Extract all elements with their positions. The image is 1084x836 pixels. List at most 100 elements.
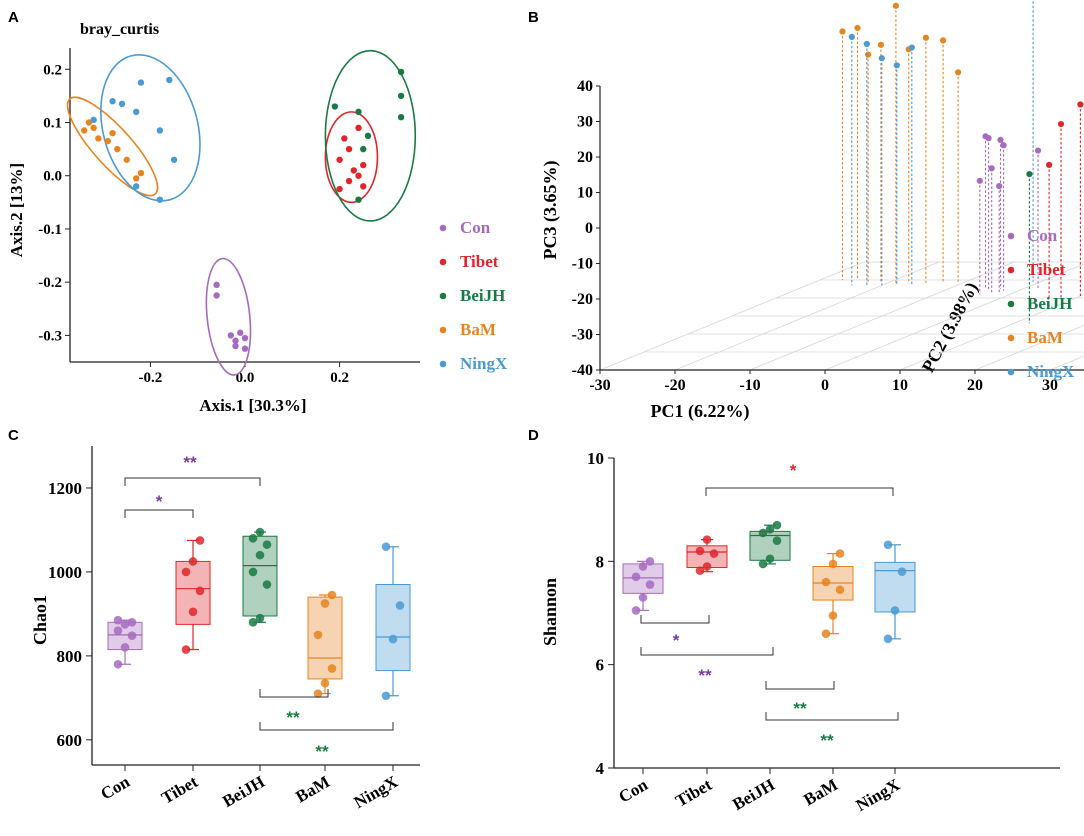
- z-tick-label: 20: [577, 149, 593, 166]
- point-beijh: [255, 527, 265, 537]
- point-beijh: [331, 103, 339, 110]
- point-con: [1000, 142, 1007, 149]
- legend-label-ningx: NingX: [1027, 362, 1075, 381]
- point-con: [638, 562, 648, 571]
- y-tick-label: 0.1: [43, 116, 62, 132]
- point-bam: [320, 599, 330, 608]
- point-bam: [877, 41, 885, 48]
- point-tibet: [695, 566, 705, 575]
- point-beijh: [262, 540, 272, 549]
- point-con: [988, 165, 995, 172]
- point-con: [232, 337, 239, 344]
- point-bam: [109, 129, 116, 137]
- point-tibet: [695, 546, 705, 556]
- significance-bracket: [640, 647, 774, 656]
- legend-marker-con: [1007, 232, 1015, 240]
- x-tick-label: BaM: [800, 775, 841, 809]
- point-con: [996, 183, 1003, 190]
- legend-marker-ningx: [439, 360, 447, 368]
- y-tick-label: 800: [57, 647, 83, 666]
- point-tibet: [195, 536, 205, 545]
- point-con: [985, 135, 992, 142]
- legend-label-con: Con: [460, 218, 491, 237]
- point-ningx: [118, 100, 126, 108]
- ellipse-bam: [66, 96, 159, 197]
- point-beijh: [255, 613, 265, 623]
- point-tibet: [181, 567, 191, 577]
- significance-label: *: [790, 461, 797, 480]
- ellipse-beijh: [324, 49, 417, 222]
- point-tibet: [350, 167, 357, 174]
- significance-label: **: [820, 731, 834, 750]
- z-tick-label: 10: [577, 185, 593, 202]
- x-tick-label: BaM: [292, 772, 333, 806]
- point-tibet: [341, 135, 348, 142]
- point-tibet: [188, 607, 198, 617]
- point-con: [241, 334, 249, 342]
- point-bam: [839, 28, 846, 35]
- significance-label: *: [156, 492, 163, 511]
- legend-label-bam: BaM: [1027, 328, 1063, 347]
- y-tick-label: 10: [587, 449, 604, 468]
- point-bam: [955, 69, 962, 76]
- point-bam: [85, 119, 93, 126]
- ellipse-ningx: [100, 54, 201, 202]
- point-beijh: [248, 567, 258, 577]
- panel-label-a: A: [8, 9, 19, 26]
- point-beijh: [765, 525, 775, 534]
- point-beijh: [772, 520, 782, 530]
- x-tick-label: Con: [97, 772, 133, 804]
- significance-bracket: [765, 712, 899, 721]
- panel-a-ylabel: Axis.2 [13%]: [7, 163, 26, 257]
- x-tick-label: NingX: [853, 775, 904, 815]
- significance-bracket: [765, 681, 835, 690]
- point-beijh: [262, 580, 272, 589]
- point-bam: [327, 590, 337, 600]
- point-tibet: [195, 586, 205, 596]
- point-bam: [835, 585, 845, 595]
- point-beijh: [758, 559, 768, 569]
- panel-b: -30-20-1001020304050-100-80-60-40-20020-…: [572, 0, 1084, 394]
- point-ningx: [166, 76, 173, 84]
- point-con: [213, 281, 220, 289]
- point-bam: [114, 145, 121, 153]
- y-tick-label: 6: [596, 656, 605, 675]
- significance-bracket: [640, 615, 710, 624]
- point-ningx: [890, 606, 900, 615]
- z-tick-label: 40: [577, 78, 593, 95]
- point-ningx: [863, 40, 870, 48]
- panel-label-d: D: [528, 427, 539, 444]
- box-ningx: [375, 584, 411, 672]
- x-tick-label: 30: [1042, 377, 1058, 394]
- point-con: [645, 580, 655, 589]
- point-tibet: [702, 562, 712, 571]
- point-bam: [940, 37, 947, 44]
- panel-b-ylabel: PC2 (3.98%): [918, 279, 983, 376]
- legend-label-con: Con: [1027, 226, 1058, 245]
- point-ningx: [883, 634, 893, 644]
- point-con: [213, 292, 220, 299]
- point-ningx: [388, 634, 398, 644]
- point-con: [113, 659, 123, 669]
- point-beijh: [772, 536, 782, 545]
- point-con: [113, 626, 123, 635]
- point-bam: [90, 124, 97, 132]
- point-beijh: [355, 196, 362, 203]
- point-ningx: [848, 33, 855, 41]
- point-tibet: [181, 645, 191, 654]
- point-con: [645, 557, 655, 566]
- point-con: [997, 136, 1004, 143]
- point-con: [127, 631, 137, 641]
- point-ningx: [109, 98, 116, 105]
- z-tick-label: 0: [585, 220, 593, 237]
- x-tick-label: 0: [821, 377, 829, 394]
- y-tick-label: 1200: [48, 479, 82, 498]
- point-con: [113, 615, 123, 625]
- point-con: [631, 572, 641, 582]
- point-bam: [828, 611, 838, 620]
- point-beijh: [248, 534, 258, 543]
- panel-label-b: B: [528, 9, 539, 26]
- point-bam: [821, 577, 831, 587]
- legend-marker-con: [439, 224, 447, 232]
